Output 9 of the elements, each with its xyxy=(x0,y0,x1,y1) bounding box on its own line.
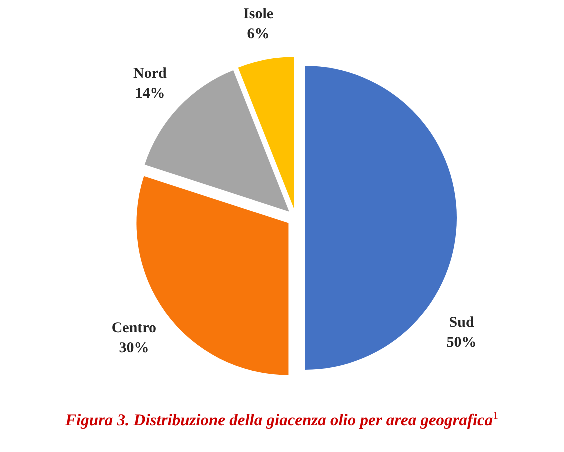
slice-label: Isole xyxy=(244,6,274,23)
slice-label: Centro xyxy=(112,320,157,337)
data-label: 6% xyxy=(247,26,270,43)
slice-label: Nord xyxy=(134,66,168,82)
data-label: 14% xyxy=(135,86,166,102)
text: Figura 3. Distribuzione della giacenza olio per area geografica$^{1}$ xyxy=(64,410,500,430)
data-label: 30% xyxy=(119,340,150,357)
slice-label: Sud xyxy=(449,314,475,331)
data-label: 50% xyxy=(446,334,477,351)
